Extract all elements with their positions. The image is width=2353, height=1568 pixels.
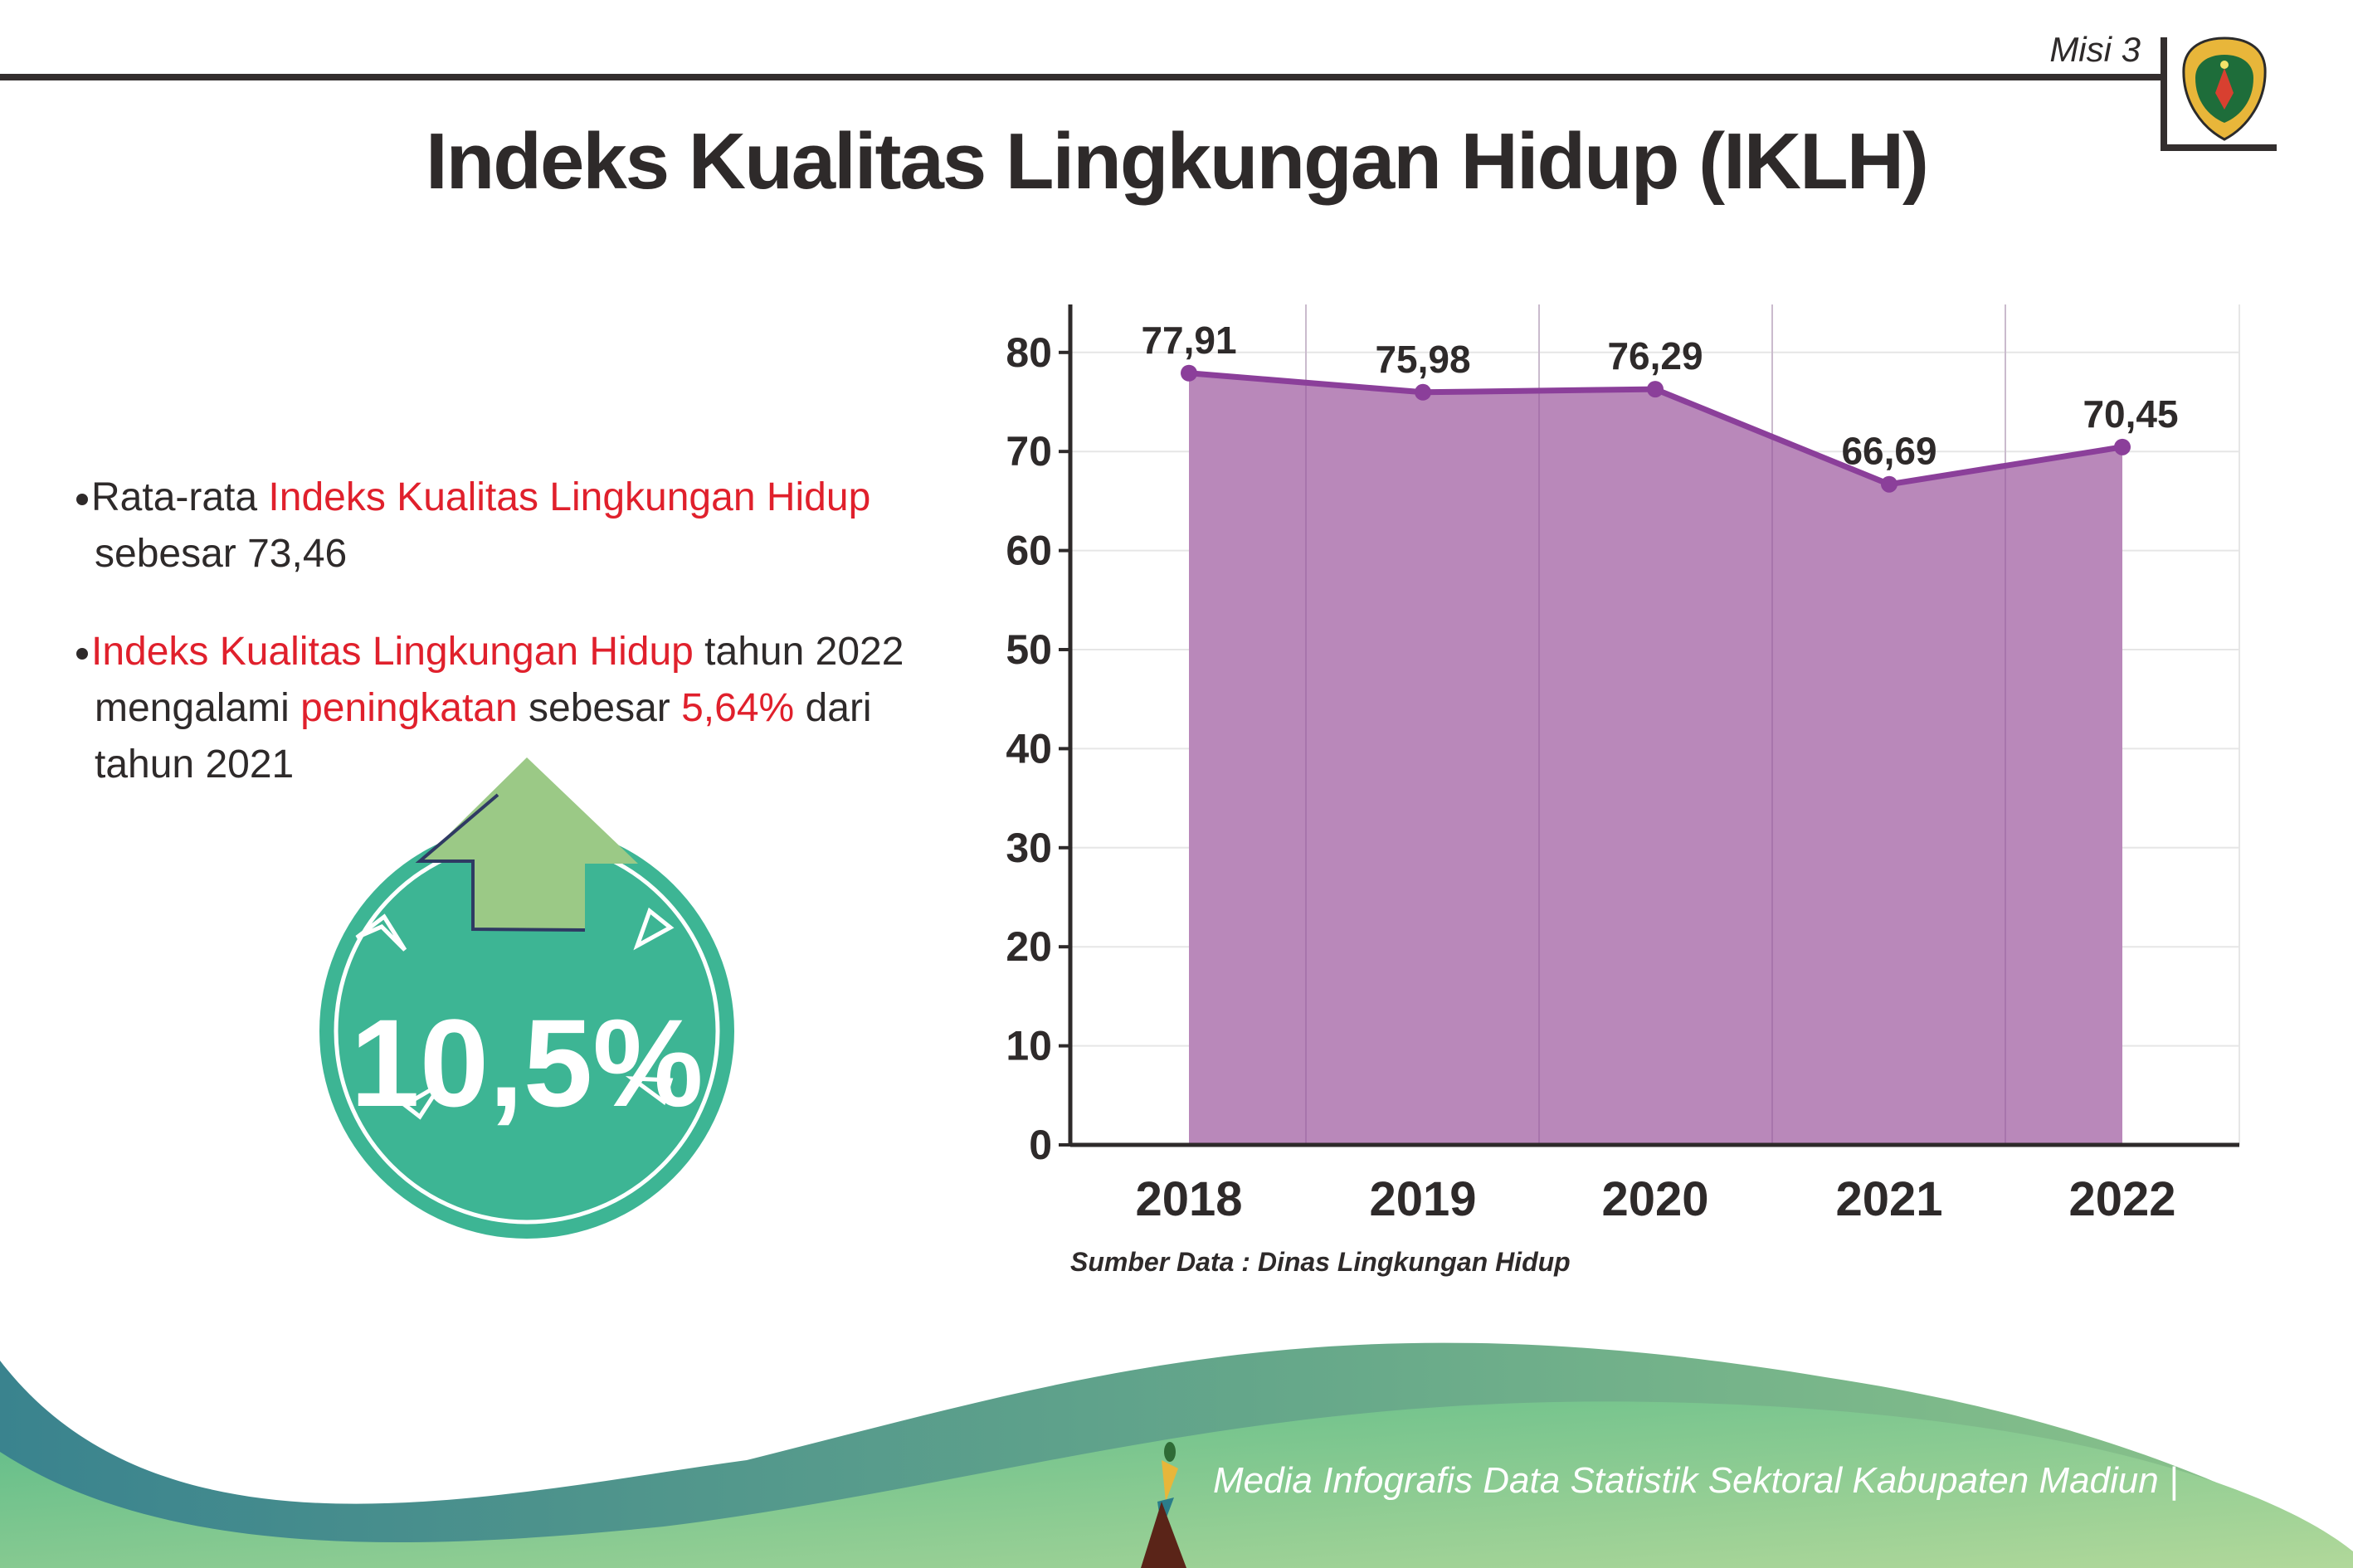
x-tick-label: 2022 (2068, 1172, 2175, 1226)
increase-badge (319, 757, 734, 1239)
data-point (2114, 438, 2131, 455)
badge-circle (319, 824, 734, 1239)
data-label: 77,91 (1141, 319, 1236, 362)
text: dari (794, 686, 872, 730)
x-tick-label: 2021 (1835, 1172, 1942, 1226)
bullet-dot (76, 648, 88, 660)
increase-value: 10,5% (350, 993, 704, 1132)
y-tick-label: 40 (1006, 725, 1052, 772)
highlight-text: 5,64% (681, 686, 795, 730)
x-tick-label: 2019 (1369, 1172, 1476, 1226)
y-tick-label: 30 (1006, 825, 1052, 871)
data-source: Sumber Data : Dinas Lingkungan Hidup (1070, 1247, 1571, 1277)
highlight-text: Indeks Kualitas Lingkungan Hidup (268, 475, 871, 519)
header-rule (0, 74, 2162, 80)
data-label: 70,45 (2083, 392, 2178, 436)
bullet-increase: Indeks Kualitas Lingkungan Hidup tahun 2… (76, 624, 904, 793)
data-point (1415, 383, 1431, 401)
bracket-divider-bottom (2161, 144, 2277, 151)
kabupaten-madiun-logo (2182, 37, 2267, 141)
y-tick-label: 60 (1006, 528, 1052, 574)
x-tick-label: 2018 (1135, 1172, 1242, 1226)
bracket-divider (2161, 37, 2167, 151)
page-title: Indeks Kualitas Lingkungan Hidup (IKLH) (425, 117, 1929, 206)
text: tahun 2022 (693, 630, 904, 674)
footer-wave (0, 1342, 2353, 1568)
iklh-area-chart: 0 10 20 30 40 50 60 70 80 77,91 2018 75,98 2019 76,29… (1006, 304, 2240, 1226)
mission-label: Misi 3 (2049, 30, 2141, 69)
data-label: 75,98 (1375, 338, 1470, 381)
y-tick-label: 70 (1006, 428, 1052, 475)
text: tahun 2021 (95, 743, 295, 786)
bullet-dot (76, 494, 88, 506)
y-tick-label: 80 (1006, 329, 1052, 376)
y-tick-label: 10 (1006, 1023, 1052, 1069)
y-tick-label: 0 (1029, 1122, 1052, 1168)
text: sebesar 73,46 (95, 532, 348, 576)
data-point (1181, 364, 1197, 382)
text: Rata-rata (91, 475, 269, 519)
sparkle-icons (355, 907, 675, 1120)
highlight-text: Indeks Kualitas Lingkungan Hidup (91, 630, 694, 674)
media-infografis-logo-icon (1141, 1442, 1186, 1568)
data-label: 76,29 (1607, 334, 1703, 377)
highlight-text: peningkatan (300, 686, 518, 730)
y-tick-label: 50 (1006, 626, 1052, 673)
data-point (1647, 381, 1664, 398)
footer-text: Media Infografis Data Statistik Sektoral… (1213, 1460, 2179, 1501)
data-point (1881, 475, 1898, 493)
data-label: 66,69 (1841, 430, 1936, 473)
text: sebesar (517, 686, 682, 730)
bullet-average: Rata-rata Indeks Kualitas Lingkungan Hid… (76, 470, 870, 582)
text: mengalami (95, 686, 301, 730)
x-tick-label: 2020 (1601, 1172, 1708, 1226)
area-fill (1189, 373, 2122, 1145)
y-tick-label: 20 (1006, 923, 1052, 970)
